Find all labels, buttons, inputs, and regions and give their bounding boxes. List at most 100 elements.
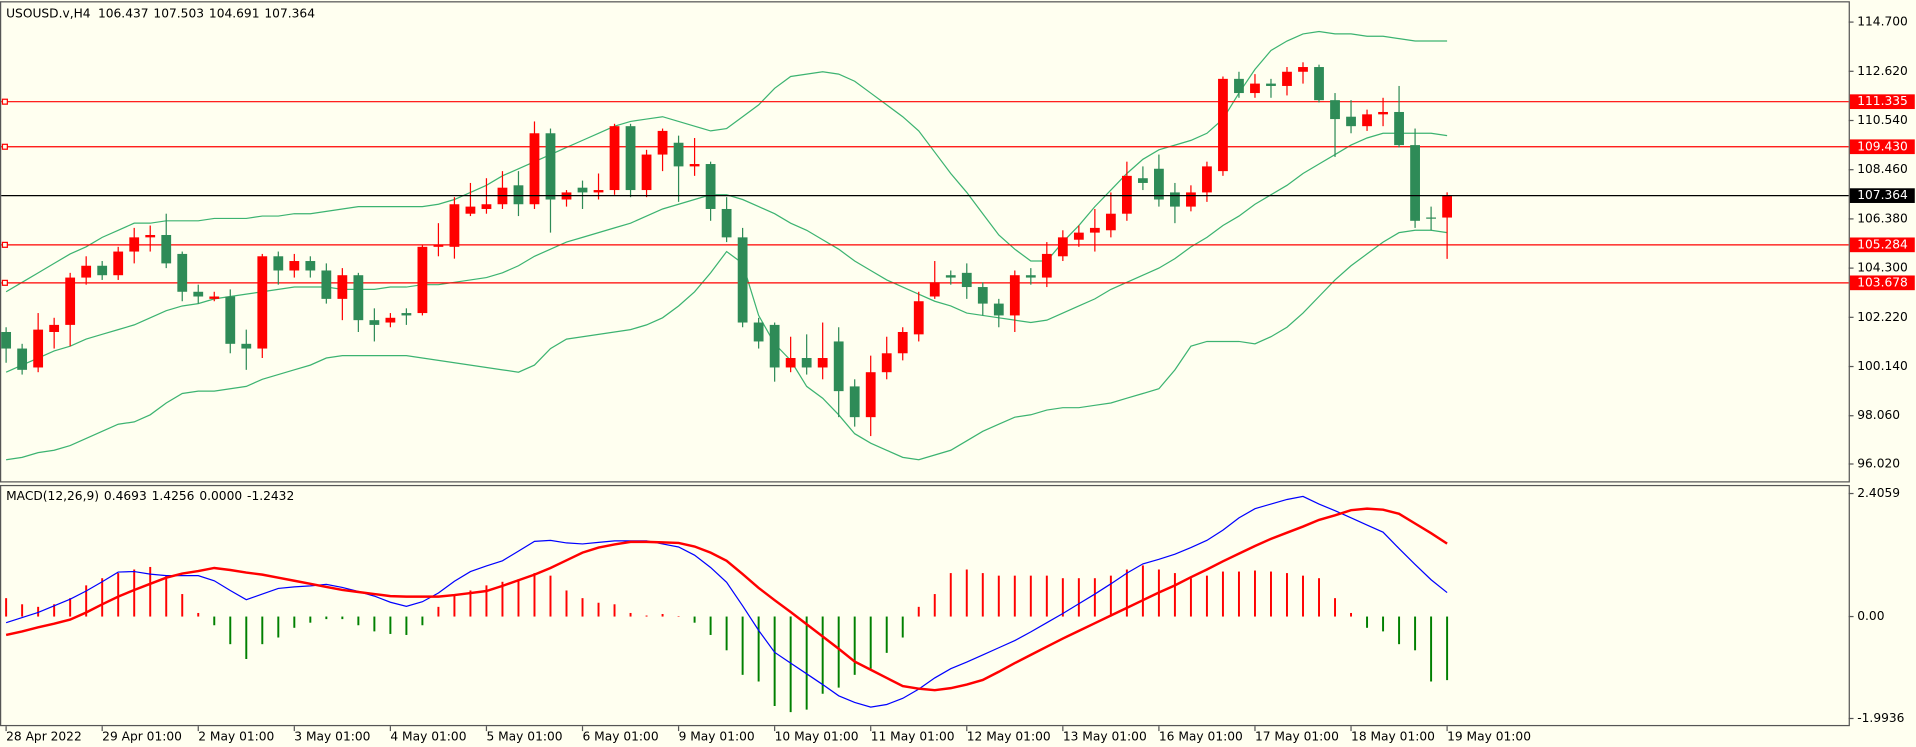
candle-body [465,206,476,214]
candle-body [1378,111,1388,115]
candle-body [641,154,652,191]
y-tick-label: 108.460 [1857,162,1908,176]
candle-body [657,130,668,155]
x-tick-label: 19 May 01:00 [1447,730,1531,744]
x-tick-label: 18 May 01:00 [1351,730,1435,744]
macd-line [5,495,1448,708]
level-tag [1849,94,1915,110]
y-tick-label: 114.700 [1857,15,1908,29]
candle-body [1266,83,1276,86]
y-tick-label: 100.140 [1857,359,1908,373]
candle-body [545,133,556,200]
candle-body [689,164,700,167]
candle-body [529,133,540,205]
candle-body [849,386,860,418]
bollinger-band [5,132,1448,373]
candle-body [481,204,492,209]
candle-body [609,126,620,191]
candle-body [1154,168,1164,200]
macd-panel [0,484,1850,727]
x-tick-label: 28 Apr 2022 [6,730,82,744]
x-tick-label: 4 May 01:00 [390,730,466,744]
candle-body [129,237,140,252]
candle-body [385,317,396,323]
candle-body [1105,213,1116,231]
candle-body [1330,100,1340,120]
candle-body [737,237,748,323]
candle-body [1073,232,1084,240]
x-tick-label: 17 May 01:00 [1255,730,1339,744]
candle-body [1025,275,1036,278]
candle-body [273,256,284,271]
y-tick-label: 96.020 [1857,456,1900,470]
candle-body [241,343,252,349]
level-label: 111.335 [1857,94,1908,108]
candle-body [593,190,604,193]
candle-body [1202,166,1212,193]
price-header: USOUSD.v,H4 106.437 107.503 104.691 107.364 [6,6,315,20]
candle-body [513,185,524,205]
candle-body [785,358,796,368]
level-label: 109.430 [1857,139,1908,153]
candle-body [321,270,332,299]
candle-body [833,341,844,392]
candle-body [1346,116,1356,127]
candle-body [993,303,1004,316]
x-tick-label: 16 May 01:00 [1159,730,1243,744]
candle-body [721,208,732,238]
candle-body [929,282,940,297]
candle-body [369,320,380,325]
candle-body [1009,275,1020,316]
candle-body [289,261,300,271]
candle-body [945,275,956,278]
y-tick-label: 0.00 [1857,609,1884,623]
level-tag [1849,237,1915,253]
y-tick-label: 104.300 [1857,261,1908,275]
candle-body [145,234,156,238]
level-tag [1849,275,1915,291]
candle-body [177,253,188,292]
candle-body [769,324,780,368]
x-tick-label: 29 Apr 01:00 [102,730,182,744]
candle-body [625,126,636,191]
candle-body [753,322,764,342]
candle-body [1170,192,1180,207]
price-panel [0,1,1850,483]
x-tick-label: 9 May 01:00 [679,730,755,744]
candle-body [961,272,972,288]
y-tick-label: 110.540 [1857,113,1908,127]
x-tick-label: 5 May 01:00 [486,730,562,744]
candle-body [1442,195,1452,218]
candle-body [897,331,908,354]
candle-body [1282,71,1292,86]
x-tick-label: 11 May 01:00 [871,730,955,744]
status-value: 0.0000 [199,488,242,502]
candle-body [1121,175,1132,214]
signal-line [5,507,1448,692]
candle-body [225,296,236,344]
y-tick-label: 102.220 [1857,310,1908,324]
candle-body [49,324,60,332]
macd-header: MACD(12,26,9) 0.4693 1.4256 0.0000 -1.2432 [6,488,294,502]
y-tick-label: 106.380 [1857,211,1908,225]
candle-body [1410,145,1420,221]
candle-body [209,296,220,299]
candle-body [1298,67,1308,72]
candle-body [33,329,44,368]
header-close: 107.364 [264,6,315,20]
symbol-title: USOUSD.v,H4 [6,6,91,20]
level-marker [1,98,8,105]
x-tick-label: 2 May 01:00 [198,730,274,744]
y-tick-label: 98.060 [1857,408,1900,422]
candle-body [1137,178,1148,183]
candle-body [1426,217,1436,219]
candle-body [1057,237,1068,257]
candle-body [433,244,444,247]
candle-body [673,142,684,167]
candle-body [1394,111,1404,146]
candle-body [113,251,124,276]
candle-body [865,372,876,418]
level-label: 105.284 [1857,237,1908,251]
current-price-label: 107.364 [1857,188,1908,202]
candle-body [305,261,316,271]
